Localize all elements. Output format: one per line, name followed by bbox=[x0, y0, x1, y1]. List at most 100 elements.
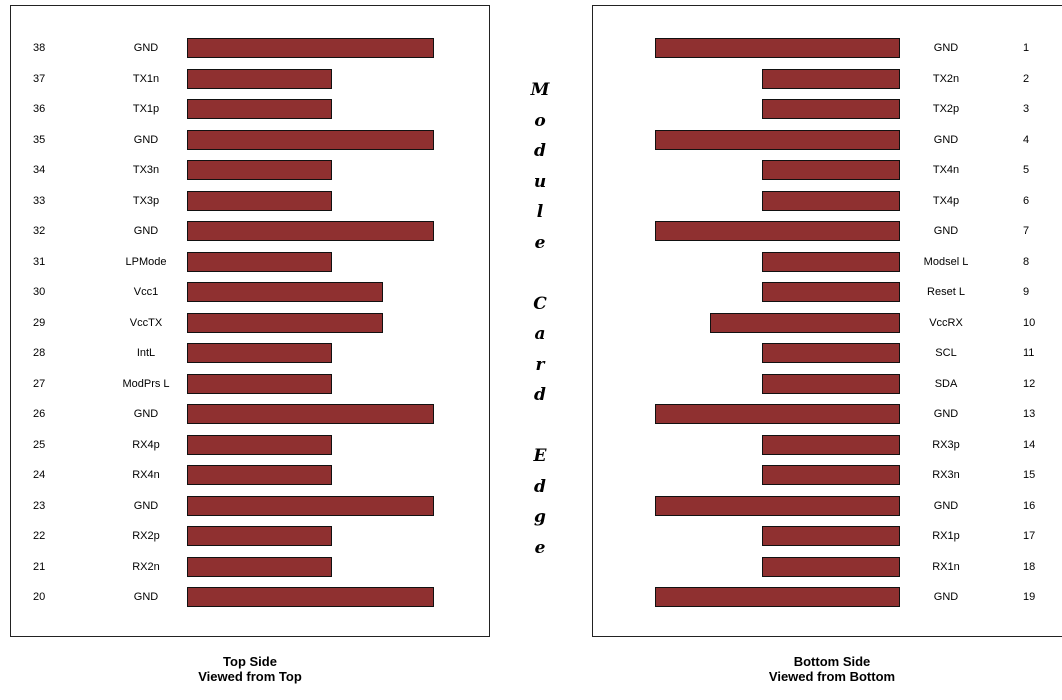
contact-pad-short bbox=[762, 556, 900, 577]
contact-pad-short bbox=[762, 465, 900, 485]
contact-pad-short bbox=[762, 526, 900, 546]
pin-number: 12 bbox=[1023, 377, 1036, 390]
top-side-pin-row: 25 RX4p bbox=[11, 433, 489, 457]
contact-pad-short bbox=[762, 251, 900, 272]
top-side-caption: Top Side Viewed from Top bbox=[100, 654, 400, 684]
top-side-caption-subtitle: Viewed from Top bbox=[198, 669, 302, 684]
bottom-side-pin-row: 17 RX1p bbox=[593, 524, 1062, 548]
pin-number: 30 bbox=[33, 286, 46, 298]
top-side-pin-row: 21 RX2n bbox=[11, 555, 489, 579]
contact-pad-short bbox=[762, 282, 900, 302]
top-side-pin-row: 36 TX1p bbox=[11, 97, 489, 121]
edge-label-letter: u bbox=[533, 171, 547, 192]
pin-number: 3 bbox=[1023, 103, 1030, 115]
pin-label: GND bbox=[933, 591, 959, 603]
pin-number: 17 bbox=[1023, 530, 1036, 542]
pin-label: GND bbox=[133, 42, 159, 54]
pin-number: 24 bbox=[33, 469, 46, 481]
top-side-pin-row: 30 Vcc1 bbox=[11, 280, 489, 304]
pin-label: TX4p bbox=[932, 194, 960, 207]
contact-pad-long bbox=[655, 495, 900, 516]
top-side-panel: 38 GND 37 TX1n 36 TX1p 35 GND 34 TX3n 33 TX3p 32 GND 3… bbox=[10, 5, 490, 637]
top-side-pin-row: 22 RX2p bbox=[11, 524, 489, 548]
pin-number: 11 bbox=[1023, 347, 1035, 359]
contact-pad-short bbox=[187, 343, 332, 363]
top-side-pin-row: 32 GND bbox=[11, 219, 489, 243]
pin-number: 34 bbox=[33, 164, 46, 176]
top-side-pin-row: 38 GND bbox=[11, 36, 489, 60]
bottom-side-pin-row: 5 TX4n bbox=[593, 158, 1062, 182]
pin-label: SDA bbox=[934, 377, 958, 390]
contact-pad-short bbox=[762, 343, 900, 363]
pin-number: 21 bbox=[33, 560, 46, 573]
pin-label: GND bbox=[133, 133, 159, 146]
top-side-pin-row: 31 LPMode bbox=[11, 250, 489, 274]
bottom-side-pin-row: 15 RX3n bbox=[593, 463, 1062, 487]
pin-number: 1 bbox=[1023, 42, 1030, 54]
contact-pad-short bbox=[187, 68, 332, 89]
contact-pad-long bbox=[187, 129, 434, 150]
contact-pad-long bbox=[187, 495, 434, 516]
bottom-side-pin-row: 1 GND bbox=[593, 36, 1062, 60]
contact-pad-short bbox=[762, 160, 900, 180]
contact-pad-short bbox=[762, 434, 900, 455]
pin-label: GND bbox=[933, 42, 959, 54]
bottom-side-pin-row: 9 Reset L bbox=[593, 280, 1062, 304]
pin-label: TX1n bbox=[132, 72, 160, 85]
pin-label: GND bbox=[933, 499, 959, 512]
bottom-side-pin-row: 14 RX3p bbox=[593, 433, 1062, 457]
edge-label-letter: l bbox=[536, 202, 544, 222]
pin-number: 23 bbox=[33, 499, 46, 512]
edge-label-letter: M bbox=[530, 80, 550, 100]
contact-pad-long bbox=[187, 587, 434, 607]
bottom-side-pin-row: 18 RX1n bbox=[593, 555, 1062, 579]
bottom-side-pin-row: 4 GND bbox=[593, 128, 1062, 152]
top-side-caption-title: Top Side bbox=[223, 654, 277, 669]
pin-number: 7 bbox=[1023, 225, 1030, 237]
top-side-pin-row: 28 IntL bbox=[11, 341, 489, 365]
edge-label-letter: d bbox=[534, 476, 546, 497]
pin-label: GND bbox=[133, 408, 159, 420]
pin-number: 14 bbox=[1023, 438, 1036, 451]
pin-label: VccRX bbox=[929, 316, 963, 329]
pin-number: 5 bbox=[1023, 164, 1030, 176]
pin-label: LPMode bbox=[125, 255, 167, 268]
pin-label: GND bbox=[133, 591, 159, 603]
pin-number: 29 bbox=[33, 316, 46, 329]
pin-number: 6 bbox=[1023, 194, 1030, 207]
top-side-pin-row: 24 RX4n bbox=[11, 463, 489, 487]
pin-label: RX3p bbox=[932, 438, 960, 451]
contact-pad-medium bbox=[187, 312, 383, 333]
pin-label: RX3n bbox=[932, 469, 960, 481]
bottom-side-pin-row: 8 Modsel L bbox=[593, 250, 1062, 274]
pin-label: SCL bbox=[935, 347, 957, 359]
pin-label: GND bbox=[133, 499, 159, 512]
pin-label: ModPrs L bbox=[122, 377, 170, 390]
edge-label-letter: e bbox=[534, 232, 546, 253]
edge-label-letter: g bbox=[534, 507, 546, 527]
pin-label: RX4p bbox=[132, 438, 160, 451]
bottom-side-panel: 1 GND 2 TX2n 3 TX2p 4 GND 5 TX4n 6 TX4p 7 GND 8 Modsel … bbox=[592, 5, 1062, 637]
pin-label: GND bbox=[933, 225, 959, 237]
pin-label: RX4n bbox=[132, 469, 160, 481]
bottom-side-pin-row: 13 GND bbox=[593, 402, 1062, 426]
contact-pad-short bbox=[762, 99, 900, 119]
pin-number: 10 bbox=[1023, 316, 1036, 329]
top-side-pin-row: 26 GND bbox=[11, 402, 489, 426]
pin-number: 9 bbox=[1023, 286, 1030, 298]
pin-number: 16 bbox=[1023, 499, 1036, 512]
pin-label: Modsel L bbox=[923, 255, 969, 268]
contact-pad-short bbox=[187, 526, 332, 546]
contact-pad-short bbox=[187, 99, 332, 119]
contact-pad-short bbox=[762, 373, 900, 394]
contact-pad-short bbox=[762, 68, 900, 89]
top-side-pin-row: 34 TX3n bbox=[11, 158, 489, 182]
contact-pad-long bbox=[655, 221, 900, 241]
pin-number: 8 bbox=[1023, 255, 1030, 268]
pin-number: 25 bbox=[33, 438, 46, 451]
edge-label-letter: E bbox=[533, 446, 547, 466]
top-side-pin-row: 27 ModPrs L bbox=[11, 372, 489, 396]
pin-label: TX3n bbox=[132, 164, 160, 176]
pin-label: GND bbox=[933, 408, 959, 420]
contact-pad-short bbox=[187, 434, 332, 455]
